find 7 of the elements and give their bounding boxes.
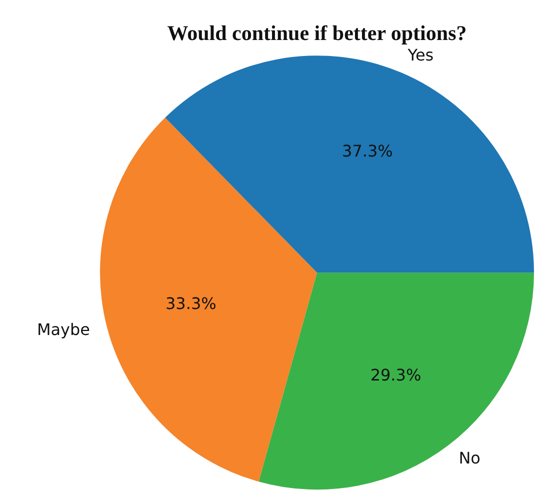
data-label: 37.3% (342, 142, 393, 161)
slice-label: Maybe (36, 320, 90, 340)
data-label: 29.3% (370, 365, 422, 384)
slice-label: No (458, 448, 480, 468)
chart-title: Would continue if better options? (167, 21, 467, 46)
slice-label: Yes (406, 46, 434, 65)
data-label: 33.3% (165, 294, 216, 314)
